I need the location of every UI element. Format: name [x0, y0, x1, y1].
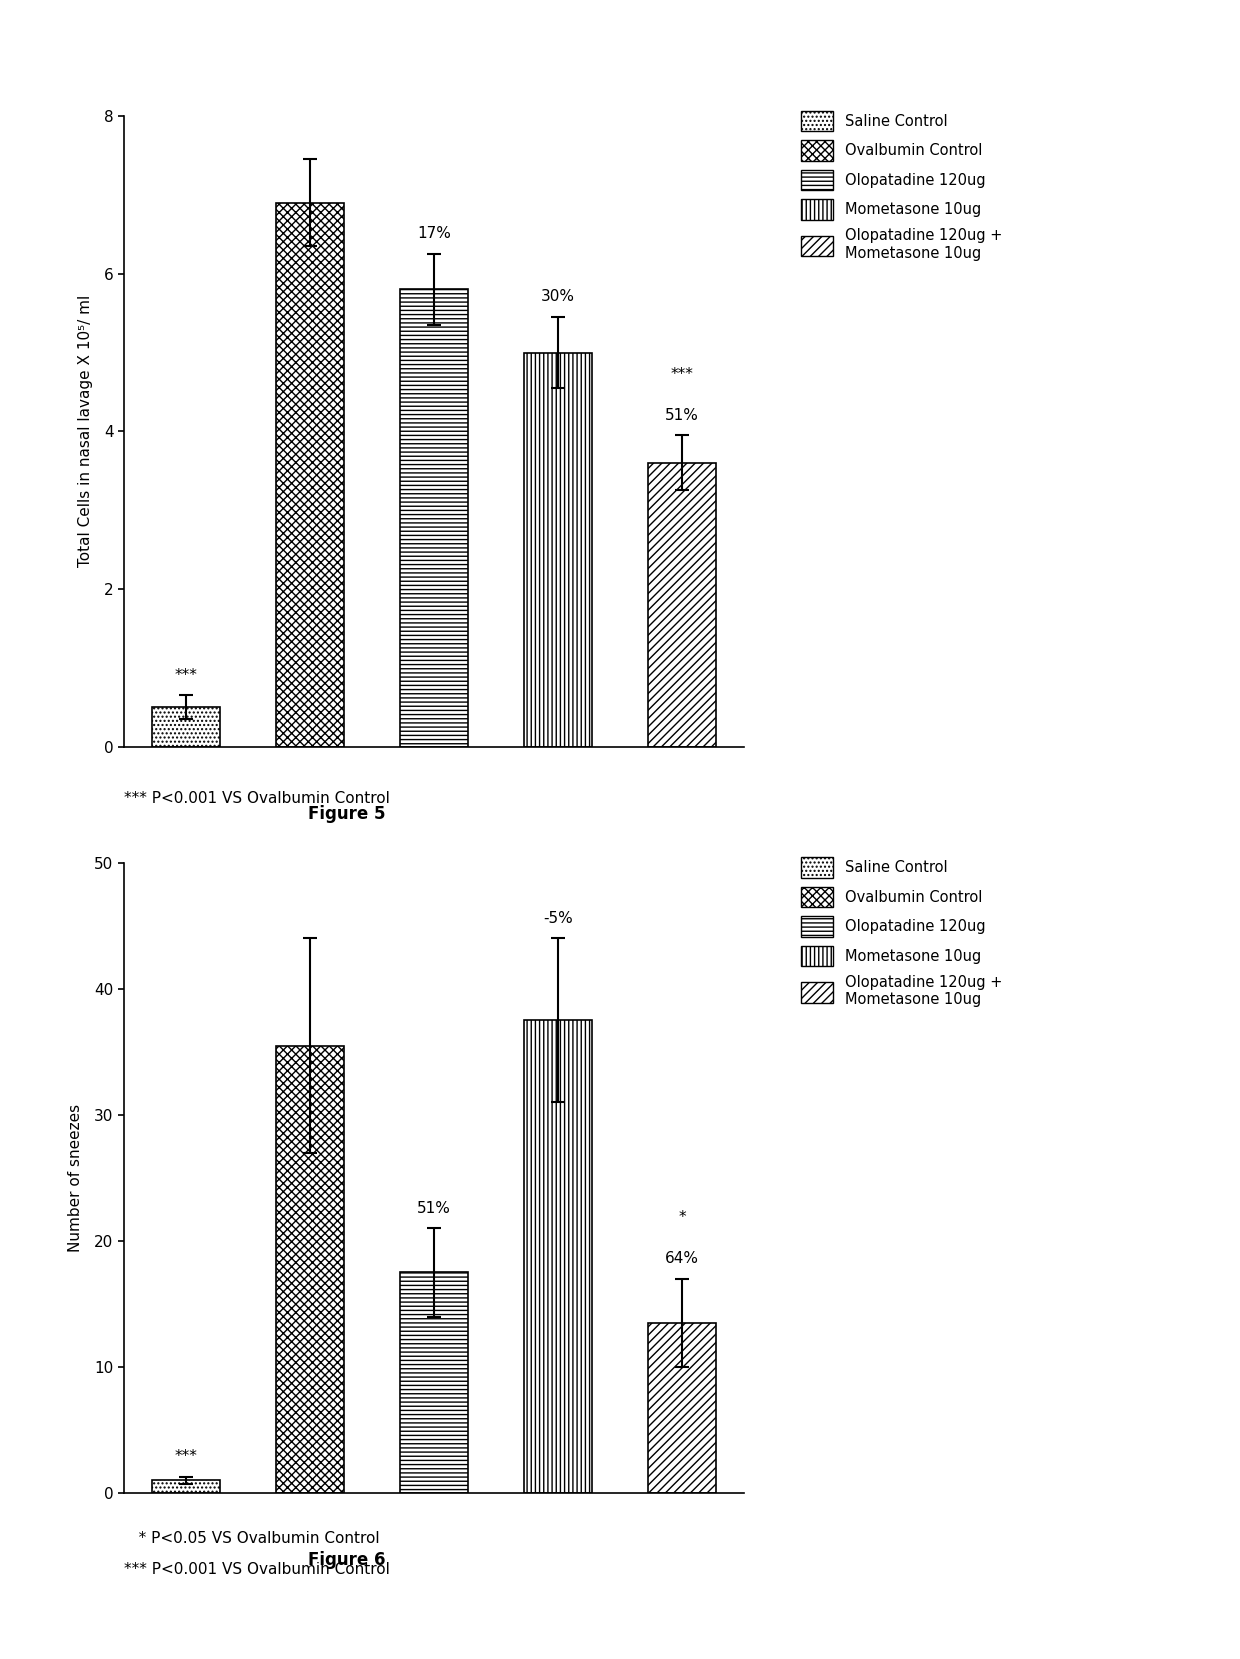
Bar	[399, 289, 467, 747]
Bar	[525, 353, 593, 747]
Text: ***: ***	[671, 367, 693, 382]
Bar	[649, 463, 717, 747]
Text: *** P<0.001 VS Ovalbumin Control: *** P<0.001 VS Ovalbumin Control	[124, 791, 389, 806]
Text: 51%: 51%	[665, 408, 699, 423]
Text: 30%: 30%	[541, 289, 575, 305]
Y-axis label: Number of sneezes: Number of sneezes	[68, 1103, 83, 1253]
Text: 51%: 51%	[417, 1201, 451, 1216]
Text: Figure 5: Figure 5	[309, 805, 386, 823]
Bar	[649, 1322, 717, 1493]
Bar	[275, 202, 343, 747]
Text: ***: ***	[175, 667, 197, 684]
Legend: Saline Control, Ovalbumin Control, Olopatadine 120ug, Mometasone 10ug, Olopatadi: Saline Control, Ovalbumin Control, Olopa…	[801, 858, 1002, 1007]
Bar	[151, 707, 221, 747]
Bar	[151, 1480, 221, 1493]
Bar	[275, 1045, 343, 1493]
Text: ***: ***	[175, 1448, 197, 1465]
Text: * P<0.05 VS Ovalbumin Control: * P<0.05 VS Ovalbumin Control	[124, 1531, 379, 1546]
Text: -5%: -5%	[543, 911, 573, 926]
Text: *** P<0.001 VS Ovalbumin Control: *** P<0.001 VS Ovalbumin Control	[124, 1563, 389, 1578]
Text: 64%: 64%	[665, 1251, 699, 1266]
Bar	[399, 1272, 467, 1493]
Text: *: *	[678, 1209, 686, 1224]
Text: 17%: 17%	[417, 226, 451, 242]
Text: Figure 6: Figure 6	[309, 1551, 386, 1569]
Y-axis label: Total Cells in nasal lavage X 10⁵/ ml: Total Cells in nasal lavage X 10⁵/ ml	[78, 295, 93, 567]
Bar	[525, 1020, 593, 1493]
Legend: Saline Control, Ovalbumin Control, Olopatadine 120ug, Mometasone 10ug, Olopatadi: Saline Control, Ovalbumin Control, Olopa…	[801, 111, 1002, 260]
